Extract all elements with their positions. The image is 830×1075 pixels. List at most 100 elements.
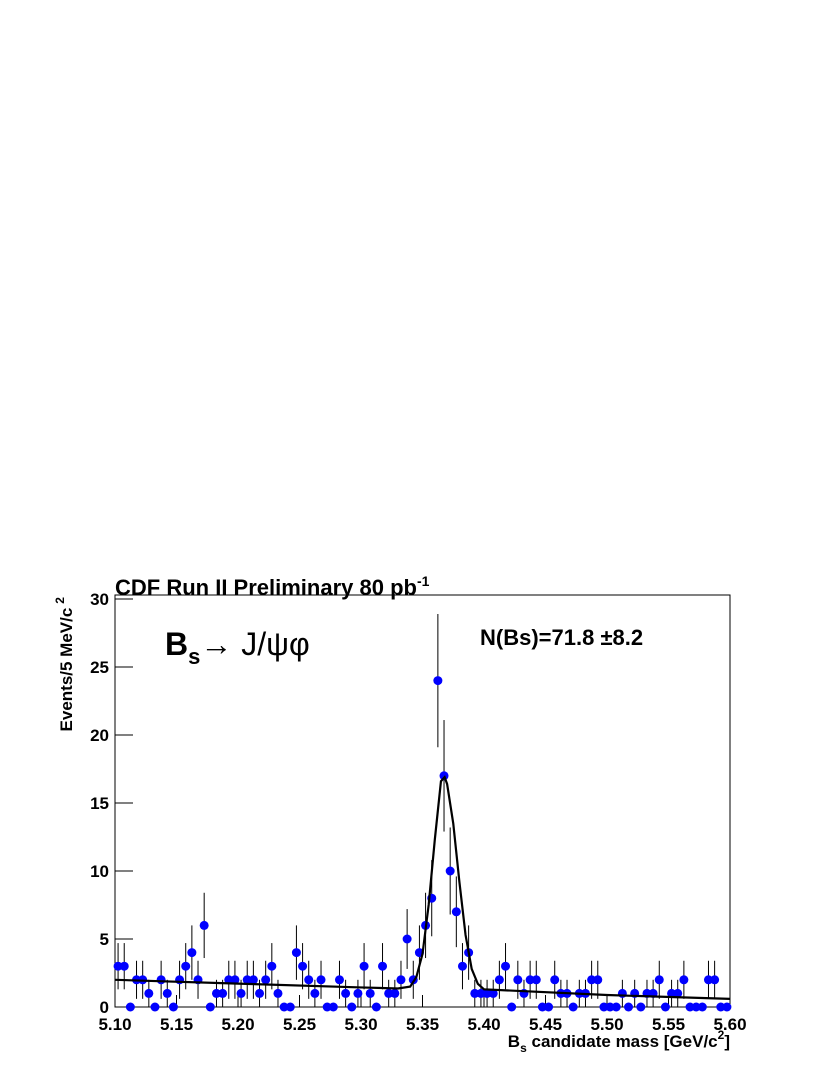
data-point bbox=[285, 1002, 295, 1012]
x-tick-label: 5.10 bbox=[98, 1015, 131, 1034]
x-tick-label: 5.30 bbox=[344, 1015, 377, 1034]
data-point bbox=[162, 988, 172, 998]
data-point bbox=[513, 975, 523, 985]
data-point bbox=[673, 988, 683, 998]
yield-label: N(Bs)=71.8 ±8.2 bbox=[480, 625, 643, 650]
data-point bbox=[482, 988, 492, 998]
x-axis-label: Bs candidate mass [GeV/c2] bbox=[508, 1028, 730, 1055]
title-sup: -1 bbox=[417, 573, 430, 589]
data-point bbox=[384, 988, 394, 998]
data-point bbox=[236, 988, 246, 998]
ylabel-text: Events/5 MeV/c bbox=[57, 608, 76, 732]
data-point bbox=[654, 975, 664, 985]
y-tick-label: 20 bbox=[90, 726, 109, 745]
x-tick-label: 5.40 bbox=[467, 1015, 500, 1034]
title-text: CDF Run II Preliminary 80 pb bbox=[115, 575, 417, 600]
data-point bbox=[322, 1002, 332, 1012]
data-point bbox=[476, 988, 486, 998]
y-tick-label: 10 bbox=[90, 862, 109, 881]
data-point bbox=[685, 1002, 695, 1012]
data-point bbox=[205, 1002, 215, 1012]
data-point bbox=[544, 1002, 554, 1012]
data-point bbox=[488, 988, 498, 998]
data-point bbox=[660, 1002, 670, 1012]
data-point bbox=[291, 948, 301, 958]
x-tick-label: 5.50 bbox=[590, 1015, 623, 1034]
data-point bbox=[255, 988, 265, 998]
y-axis-label: Events/5 MeV/c 2 bbox=[53, 597, 76, 732]
data-point bbox=[156, 975, 166, 985]
y-tick-label: 0 bbox=[100, 998, 109, 1017]
data-point bbox=[181, 961, 191, 971]
data-point bbox=[113, 961, 123, 971]
data-point bbox=[501, 961, 511, 971]
data-point bbox=[144, 988, 154, 998]
data-point bbox=[716, 1002, 726, 1012]
data-point bbox=[494, 975, 504, 985]
data-point bbox=[378, 961, 388, 971]
xlabel-sub: s bbox=[520, 1041, 527, 1055]
data-point bbox=[347, 1002, 357, 1012]
data-point bbox=[624, 1002, 634, 1012]
data-point bbox=[199, 920, 209, 930]
data-point bbox=[587, 975, 597, 985]
data-point bbox=[531, 975, 541, 985]
data-point bbox=[359, 961, 369, 971]
annotation-rest: → J/ψφ bbox=[200, 626, 309, 662]
data-point bbox=[451, 907, 461, 917]
data-point bbox=[353, 988, 363, 998]
data-point bbox=[605, 1002, 615, 1012]
data-point bbox=[507, 1002, 517, 1012]
data-point bbox=[365, 988, 375, 998]
data-point bbox=[697, 1002, 707, 1012]
data-point bbox=[211, 988, 221, 998]
data-point bbox=[261, 975, 271, 985]
data-point bbox=[248, 975, 258, 985]
data-point bbox=[402, 934, 412, 944]
data-point bbox=[279, 1002, 289, 1012]
data-point bbox=[298, 961, 308, 971]
data-point bbox=[457, 961, 467, 971]
data-point bbox=[230, 975, 240, 985]
ylabel-sup: 2 bbox=[53, 597, 67, 604]
data-point bbox=[341, 988, 351, 998]
x-tick-label: 5.20 bbox=[221, 1015, 254, 1034]
data-point bbox=[150, 1002, 160, 1012]
data-point bbox=[328, 1002, 338, 1012]
data-point bbox=[703, 975, 713, 985]
data-point bbox=[433, 676, 443, 686]
data-point bbox=[445, 866, 455, 876]
decay-annotation: Bs→ J/ψφ bbox=[165, 626, 310, 669]
data-point bbox=[218, 988, 228, 998]
xlabel-end: ] bbox=[724, 1032, 730, 1051]
data-point bbox=[568, 1002, 578, 1012]
data-point bbox=[273, 988, 283, 998]
data-point bbox=[316, 975, 326, 985]
data-point bbox=[722, 1002, 732, 1012]
data-point bbox=[439, 771, 449, 781]
data-point bbox=[667, 988, 677, 998]
xlabel-sup: 2 bbox=[718, 1028, 725, 1042]
data-point bbox=[679, 975, 689, 985]
data-point bbox=[390, 988, 400, 998]
x-tick-label: 5.25 bbox=[283, 1015, 316, 1034]
fit-curve bbox=[114, 775, 731, 1000]
data-point bbox=[334, 975, 344, 985]
data-point bbox=[187, 948, 197, 958]
y-tick-label: 15 bbox=[90, 794, 109, 813]
data-point bbox=[267, 961, 277, 971]
data-point bbox=[537, 1002, 547, 1012]
x-tick-label: 5.55 bbox=[652, 1015, 685, 1034]
data-point bbox=[168, 1002, 178, 1012]
data-point bbox=[470, 988, 480, 998]
x-tick-label: 5.35 bbox=[406, 1015, 439, 1034]
data-point bbox=[599, 1002, 609, 1012]
data-point bbox=[636, 1002, 646, 1012]
chart-title: CDF Run II Preliminary 80 pb-1 bbox=[115, 573, 430, 600]
y-tick-label: 5 bbox=[100, 930, 109, 949]
x-tick-label: 5.60 bbox=[713, 1015, 746, 1034]
y-tick-label: 30 bbox=[90, 590, 109, 609]
data-point bbox=[710, 975, 720, 985]
data-point bbox=[611, 1002, 621, 1012]
